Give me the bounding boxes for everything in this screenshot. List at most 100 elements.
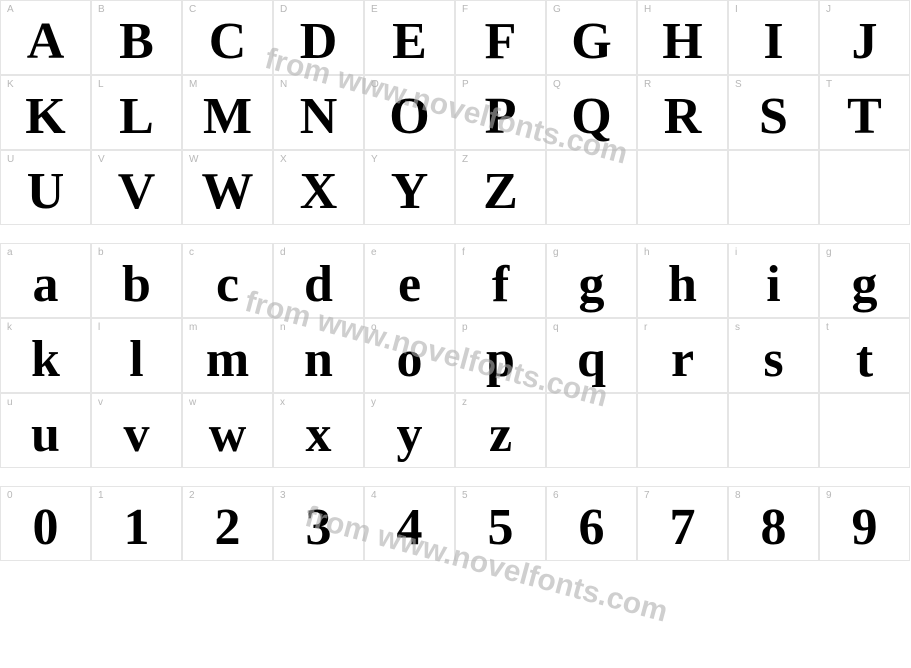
glyph-cell: 00 xyxy=(0,486,91,561)
glyph-cell xyxy=(728,150,819,225)
cell-label: h xyxy=(644,247,650,258)
cell-glyph: Y xyxy=(391,166,429,218)
cell-glyph: T xyxy=(847,91,882,143)
cell-label: Z xyxy=(462,154,468,165)
section-lowercase: aabbccddeeffgghhiiggkkllmmnnooppqqrrsstt… xyxy=(0,243,911,468)
cell-glyph: 0 xyxy=(33,502,59,554)
glyph-cell: 55 xyxy=(455,486,546,561)
glyph-cell: ss xyxy=(728,318,819,393)
cell-glyph: q xyxy=(577,334,606,386)
glyph-cell: zz xyxy=(455,393,546,468)
cell-label: l xyxy=(98,322,100,333)
cell-glyph: N xyxy=(300,91,338,143)
cell-glyph: 8 xyxy=(761,502,787,554)
glyph-cell: YY xyxy=(364,150,455,225)
cell-glyph: a xyxy=(33,259,59,311)
cell-glyph: S xyxy=(759,91,788,143)
cell-label: 5 xyxy=(462,490,468,501)
cell-label: 8 xyxy=(735,490,741,501)
cell-glyph: X xyxy=(300,166,338,218)
glyph-cell: ll xyxy=(91,318,182,393)
cell-glyph: J xyxy=(852,16,878,68)
cell-label: E xyxy=(371,4,378,15)
glyph-cell: 11 xyxy=(91,486,182,561)
cell-label: s xyxy=(735,322,740,333)
glyph-cell: kk xyxy=(0,318,91,393)
glyph-cell: UU xyxy=(0,150,91,225)
cell-label: A xyxy=(7,4,14,15)
cell-label: w xyxy=(189,397,196,408)
cell-label: H xyxy=(644,4,651,15)
glyph-cell xyxy=(728,393,819,468)
glyph-cell xyxy=(546,393,637,468)
cell-label: 4 xyxy=(371,490,377,501)
cell-glyph: t xyxy=(856,334,873,386)
cell-label: o xyxy=(371,322,377,333)
cell-label: t xyxy=(826,322,829,333)
cell-glyph: K xyxy=(25,91,65,143)
glyph-cell: CC xyxy=(182,0,273,75)
cell-label: S xyxy=(735,79,742,90)
cell-glyph: w xyxy=(209,409,247,461)
cell-glyph: F xyxy=(485,16,517,68)
cell-label: z xyxy=(462,397,467,408)
glyph-cell: 22 xyxy=(182,486,273,561)
cell-glyph: C xyxy=(209,16,247,68)
cell-glyph: 9 xyxy=(852,502,878,554)
glyph-cell: vv xyxy=(91,393,182,468)
glyph-cell: xx xyxy=(273,393,364,468)
cell-label: N xyxy=(280,79,287,90)
cell-label: R xyxy=(644,79,651,90)
cell-glyph: 7 xyxy=(670,502,696,554)
glyph-cell: RR xyxy=(637,75,728,150)
cell-glyph: g xyxy=(852,259,878,311)
cell-glyph: B xyxy=(119,16,154,68)
glyph-cell: DD xyxy=(273,0,364,75)
cell-glyph: h xyxy=(668,259,697,311)
cell-glyph: b xyxy=(122,259,151,311)
glyph-cell xyxy=(637,150,728,225)
glyph-cell: rr xyxy=(637,318,728,393)
section-digits: 00112233445566778899 xyxy=(0,486,911,561)
glyph-cell: bb xyxy=(91,243,182,318)
cell-glyph: V xyxy=(118,166,156,218)
section-uppercase: AABBCCDDEEFFGGHHIIJJKKLLMMNNOOPPQQRRSSTT… xyxy=(0,0,911,225)
cell-glyph: s xyxy=(763,334,783,386)
cell-label: O xyxy=(371,79,379,90)
glyph-cell: NN xyxy=(273,75,364,150)
glyph-cell: nn xyxy=(273,318,364,393)
character-map-chart: AABBCCDDEEFFGGHHIIJJKKLLMMNNOOPPQQRRSSTT… xyxy=(0,0,911,561)
cell-glyph: W xyxy=(202,166,254,218)
cell-label: a xyxy=(7,247,13,258)
section-spacer xyxy=(0,225,911,243)
cell-glyph: c xyxy=(216,259,239,311)
cell-glyph: P xyxy=(485,91,517,143)
cell-glyph: O xyxy=(389,91,429,143)
cell-label: d xyxy=(280,247,286,258)
cell-glyph: v xyxy=(124,409,150,461)
cell-glyph: 5 xyxy=(488,502,514,554)
glyph-cell xyxy=(546,150,637,225)
cell-label: V xyxy=(98,154,105,165)
cell-label: b xyxy=(98,247,104,258)
cell-label: T xyxy=(826,79,832,90)
cell-label: m xyxy=(189,322,197,333)
cell-label: g xyxy=(826,247,832,258)
cell-glyph: D xyxy=(300,16,338,68)
glyph-cell: tt xyxy=(819,318,910,393)
glyph-cell xyxy=(637,393,728,468)
glyph-cell: dd xyxy=(273,243,364,318)
glyph-cell: 77 xyxy=(637,486,728,561)
glyph-cell: KK xyxy=(0,75,91,150)
glyph-cell: gg xyxy=(546,243,637,318)
cell-label: q xyxy=(553,322,559,333)
glyph-cell: LL xyxy=(91,75,182,150)
cell-label: f xyxy=(462,247,465,258)
cell-glyph: o xyxy=(397,334,423,386)
cell-glyph: A xyxy=(27,16,65,68)
cell-glyph: u xyxy=(31,409,60,461)
cell-glyph: z xyxy=(489,409,512,461)
cell-label: y xyxy=(371,397,376,408)
cell-glyph: I xyxy=(763,16,783,68)
glyph-cell: hh xyxy=(637,243,728,318)
